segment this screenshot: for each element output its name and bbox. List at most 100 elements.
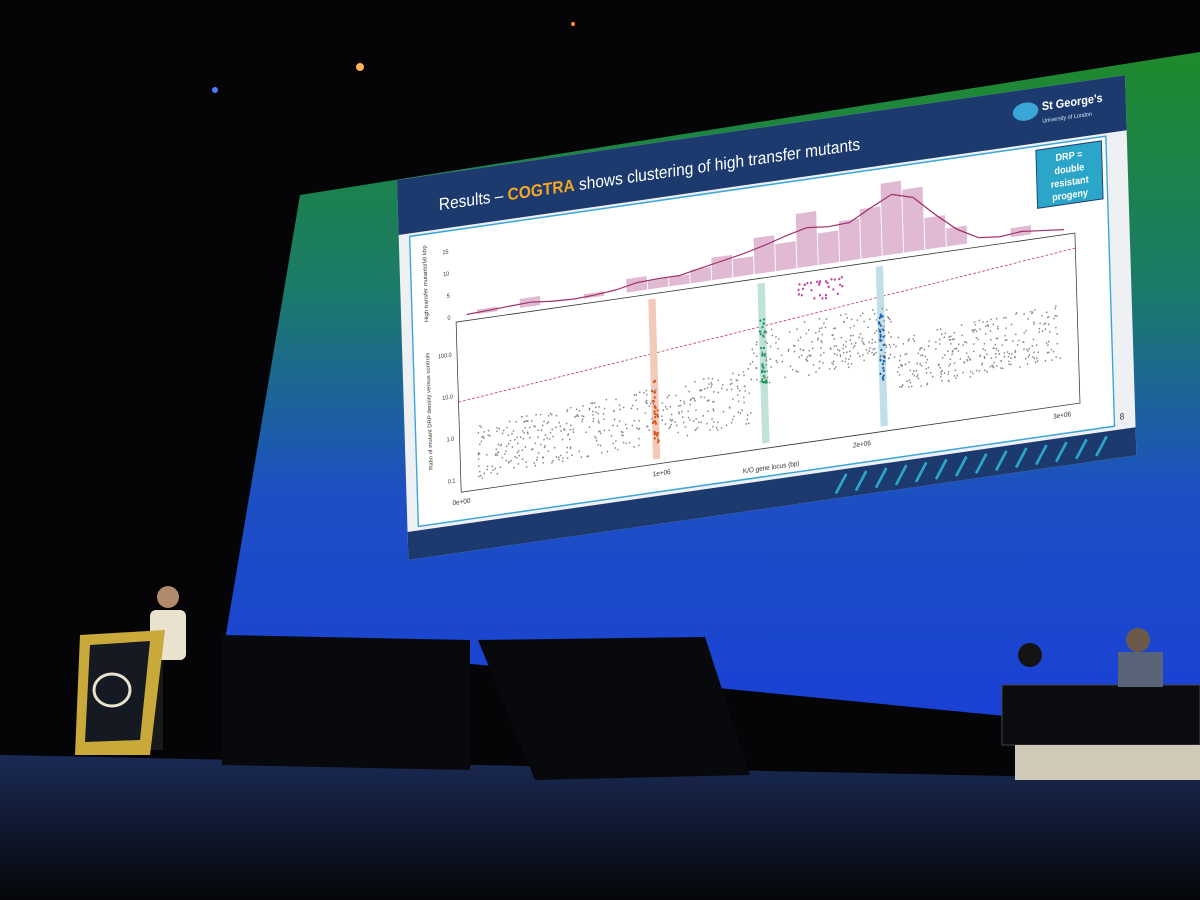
scatter-point: [712, 409, 715, 412]
scatter-point: [861, 354, 864, 356]
y-tick-label: 0.1: [448, 478, 456, 485]
scatter-point: [940, 333, 943, 335]
scatter-point: [692, 420, 695, 423]
scatter-point: [477, 458, 480, 461]
scatter-point: [633, 445, 635, 448]
scatter-point: [712, 425, 714, 428]
cluster-point: [821, 297, 824, 300]
scatter-point: [606, 450, 609, 453]
scatter-point: [574, 416, 576, 418]
scatter-point: [551, 461, 553, 464]
cluster-point: [760, 370, 764, 374]
scatter-point: [916, 374, 919, 376]
scatter-point: [482, 435, 484, 438]
scatter-point: [959, 358, 962, 360]
scatter-point: [477, 451, 480, 454]
scatter-point: [764, 340, 767, 343]
scatter-point: [610, 434, 613, 437]
scatter-point: [649, 402, 652, 405]
scatter-point: [587, 455, 590, 458]
scatter-point: [985, 325, 987, 328]
scatter-point: [698, 421, 700, 424]
scatter-point: [831, 361, 833, 364]
scatter-point: [638, 437, 640, 440]
scatter-point: [677, 431, 680, 434]
scatter-point: [487, 429, 490, 432]
cluster-point: [809, 281, 813, 284]
scatter-point: [989, 330, 992, 332]
cluster-point: [879, 372, 882, 376]
scatter-point: [807, 329, 810, 331]
scatter-point: [913, 374, 916, 377]
scatter-point: [973, 329, 975, 331]
scatter-point: [1017, 339, 1020, 342]
scatter-point: [525, 465, 528, 468]
scatter-point: [1032, 356, 1034, 358]
scatter-point: [534, 442, 537, 445]
scatter-point: [777, 337, 780, 340]
footer-pattern: [1075, 438, 1088, 460]
scatter-point: [613, 409, 615, 412]
scatter-point: [670, 413, 673, 416]
scatter-point: [1033, 323, 1035, 326]
scatter-point: [729, 383, 732, 386]
scatter-point: [840, 336, 843, 339]
cluster-point: [827, 285, 830, 289]
scatter-point: [1038, 331, 1041, 333]
cluster-point: [653, 410, 656, 413]
scatter-point: [588, 407, 591, 410]
histogram-bar: [647, 277, 669, 290]
scatter-point: [523, 431, 525, 434]
cluster-point: [879, 313, 882, 316]
scatter-point: [925, 367, 928, 370]
scatter-point: [498, 427, 501, 430]
scatter-point: [769, 358, 772, 360]
scatter-point: [1036, 360, 1039, 363]
scatter-point: [716, 428, 719, 431]
scatter-point: [567, 433, 570, 436]
scatter-point: [899, 385, 901, 388]
histogram-bar: [880, 180, 904, 256]
scatter-point: [557, 456, 560, 459]
scatter-point: [908, 379, 911, 382]
scatter-point: [858, 336, 860, 339]
cluster-point: [878, 322, 881, 325]
scatter-point: [751, 348, 754, 351]
scatter-point: [581, 418, 584, 421]
scatter-point: [686, 434, 689, 437]
scatter-point: [720, 426, 723, 429]
scatter-point: [951, 338, 954, 341]
cluster-point: [653, 430, 656, 434]
scatter-point: [869, 318, 871, 321]
scatter-point: [800, 354, 803, 357]
scatter-point: [544, 434, 547, 437]
scatter-point: [478, 470, 481, 473]
scatter-point: [947, 373, 949, 376]
scatter-point: [744, 389, 747, 392]
scatter-point: [643, 392, 645, 394]
scatter-point: [821, 341, 823, 344]
cluster-point: [826, 281, 829, 285]
scatter-point: [487, 434, 490, 437]
cluster-point: [653, 419, 656, 423]
scatter-point: [815, 331, 817, 334]
scatter-point: [1001, 344, 1003, 347]
scatter-point: [875, 351, 877, 354]
scatter-point: [943, 372, 946, 374]
scatter-point: [1028, 347, 1031, 350]
cluster-point: [762, 322, 765, 325]
scatter-point: [937, 363, 940, 366]
cluster-point: [763, 370, 767, 373]
scatter-point: [960, 324, 963, 327]
scatter-point: [921, 354, 924, 357]
scatter-point: [522, 437, 525, 440]
scatter-point: [521, 429, 524, 432]
histogram-bar: [753, 235, 776, 275]
scatter-point: [953, 338, 955, 341]
scatter-point: [885, 346, 888, 349]
scatter-point: [638, 419, 640, 422]
scatter-point: [794, 345, 796, 348]
scatter-point: [648, 405, 651, 408]
scatter-point: [645, 389, 648, 392]
cluster-point: [879, 359, 882, 362]
